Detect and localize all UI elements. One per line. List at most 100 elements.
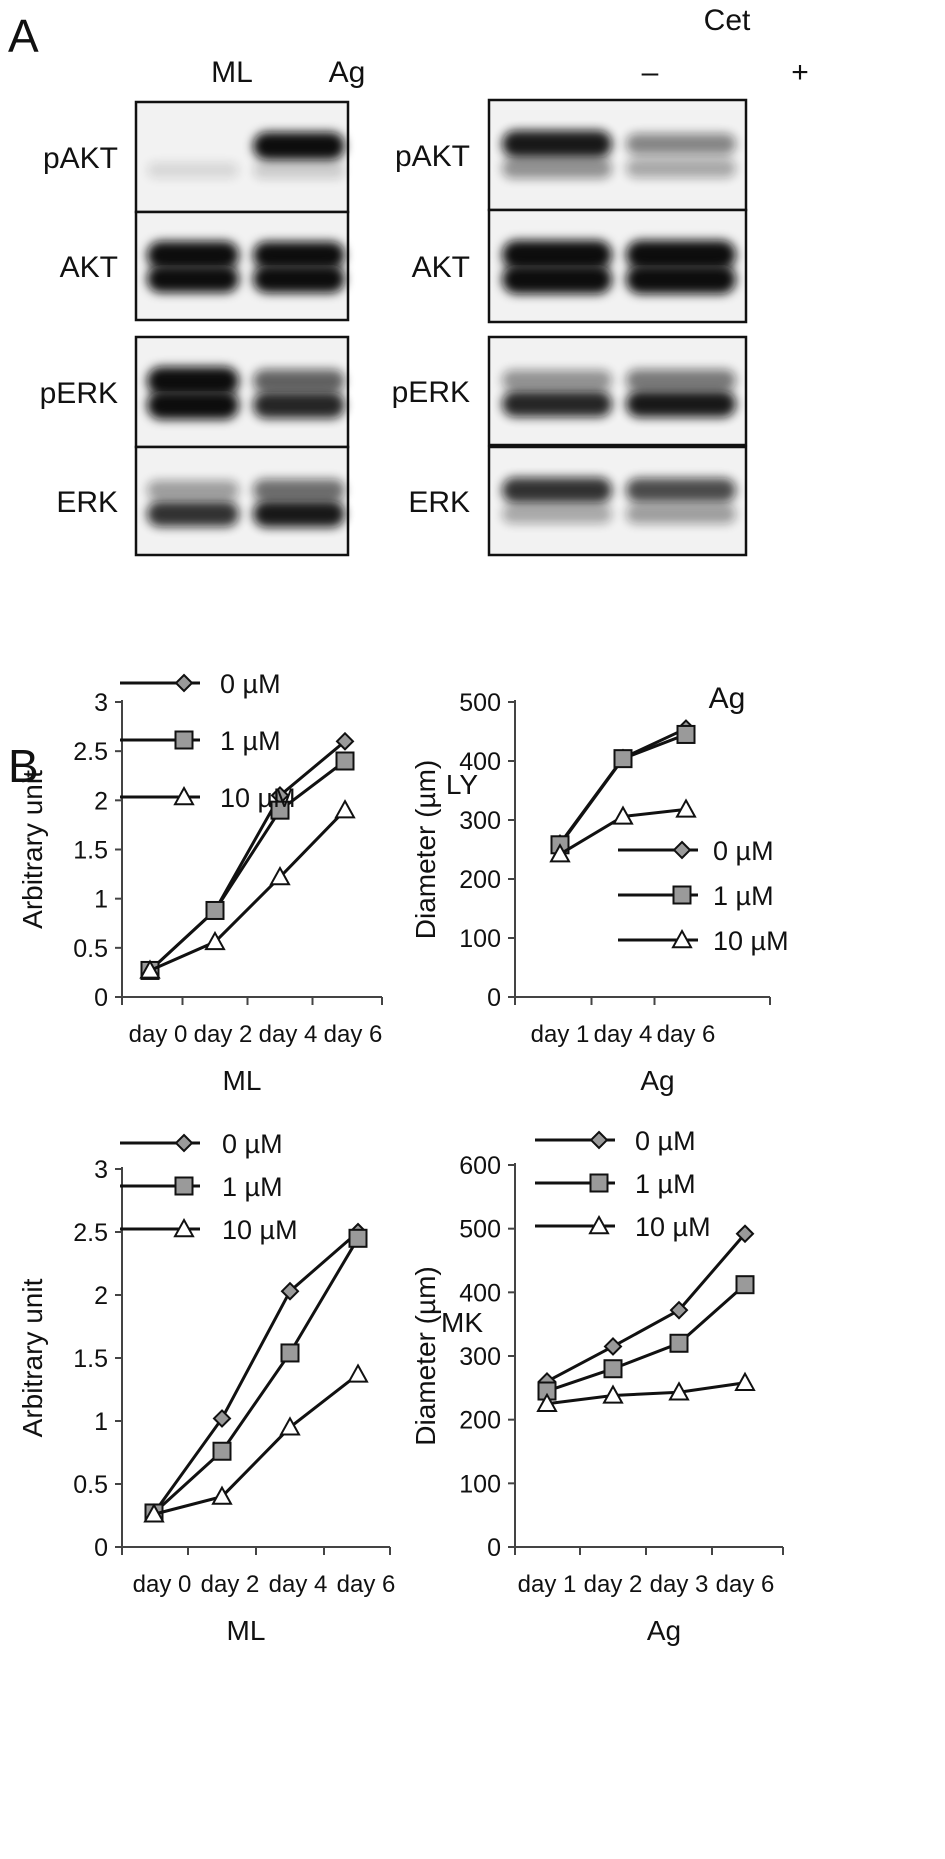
right-band xyxy=(626,478,736,503)
data-point-square xyxy=(270,800,290,820)
chart-ly-ml: 0 0.5 1 1.5 2 2.5 3 day 0 day 2 day 4 day 6 ML Arbit… xyxy=(17,669,383,1096)
right-band xyxy=(626,264,736,294)
data-point-diamond xyxy=(735,1224,755,1244)
legend-label: 1 µM xyxy=(220,726,281,756)
legend-marker-triangle xyxy=(173,785,195,806)
y-tick-label: 0 xyxy=(487,984,501,1012)
y-tick-label: 3 xyxy=(94,1156,108,1184)
data-point-triangle xyxy=(549,843,571,863)
legend-marker-square xyxy=(589,1173,609,1193)
data-point-triangle xyxy=(143,1503,165,1523)
y-tick-label: 400 xyxy=(459,1279,501,1307)
y-tick-label: 0 xyxy=(94,1534,108,1562)
left-western-blot: ML Ag pAKT AKT pERK ERK xyxy=(40,56,366,557)
legend-label: 0 µM xyxy=(220,669,281,699)
legend-marker-triangle xyxy=(671,928,693,949)
y-tick-label: 0.5 xyxy=(73,935,108,963)
y-tick-label: 0 xyxy=(94,984,108,1012)
data-point-square xyxy=(205,900,225,920)
legend-marker-diamond xyxy=(174,673,194,693)
right-band xyxy=(502,240,612,270)
series-diamond xyxy=(144,1222,368,1523)
x-tick-label: day 6 xyxy=(657,1021,716,1048)
chart-mk-ag: 0 100 200 300 400 500 600 day 1 day 2 day 3 day 6 A… xyxy=(410,1126,784,1646)
series-line xyxy=(546,1232,747,1383)
right-band xyxy=(626,158,736,178)
y-tick-label: 600 xyxy=(459,1152,501,1180)
y-tick-label: 0 xyxy=(487,1534,501,1562)
y-tick-label: 400 xyxy=(459,748,501,776)
data-point-triangle xyxy=(347,1363,369,1383)
right-row-pakt: pAKT xyxy=(395,98,748,212)
legend-label: 10 µM xyxy=(713,926,789,956)
data-point-triangle xyxy=(269,865,291,886)
right-band xyxy=(502,370,612,391)
series-line xyxy=(558,727,687,845)
y-tick-label: 100 xyxy=(459,1470,501,1498)
right-band xyxy=(502,504,612,524)
series-line xyxy=(153,1373,359,1516)
x-tick-label: day 6 xyxy=(337,1571,396,1598)
right-row-label: pERK xyxy=(392,376,470,409)
legend-label: 0 µM xyxy=(713,836,774,866)
row-label-ly: LY xyxy=(446,769,478,800)
left-band xyxy=(253,391,345,419)
series-line xyxy=(152,1230,359,1514)
chart-ly-ag: 0 100 200 300 400 500 day 1 day 4 day 6 Ag Diamete… xyxy=(410,689,789,1096)
right-band xyxy=(502,130,612,158)
x-tick-label: day 0 xyxy=(129,1021,188,1048)
legend-label: 1 µM xyxy=(222,1172,283,1202)
data-point-triangle xyxy=(334,799,356,819)
x-tick-label: day 4 xyxy=(259,1021,318,1048)
y-tick-label: 300 xyxy=(459,1343,501,1371)
y-tick-label: 1.5 xyxy=(73,837,108,865)
y-tick-label: 200 xyxy=(459,1407,501,1435)
data-point-square xyxy=(676,724,696,744)
left-row-label: pAKT xyxy=(43,142,118,175)
y-tick-label: 500 xyxy=(459,1216,501,1244)
left-band xyxy=(147,390,239,420)
legend-label: 0 µM xyxy=(222,1129,283,1159)
y-tick-label: 500 xyxy=(459,689,501,717)
data-point-triangle xyxy=(668,1381,690,1401)
series-triangle xyxy=(139,799,356,979)
series-diamond xyxy=(140,731,355,980)
legend-label: 1 µM xyxy=(713,881,774,911)
x-axis-label: Ag xyxy=(640,1065,674,1096)
data-point-square xyxy=(613,749,633,769)
y-axis-label: Arbitrary unit xyxy=(17,770,48,929)
right-blot-bottom-label: Ag xyxy=(709,682,746,715)
data-point-diamond xyxy=(335,731,355,751)
y-tick-label: 1.5 xyxy=(73,1345,108,1373)
legend-marker-triangle xyxy=(173,1217,195,1238)
legend-marker-square xyxy=(174,730,194,750)
left-band xyxy=(147,501,239,527)
x-axis-label: ML xyxy=(227,1615,266,1646)
right-row-akt: AKT xyxy=(412,208,748,324)
panel-b-letter: B xyxy=(8,740,39,792)
data-point-square xyxy=(735,1275,755,1295)
data-point-square xyxy=(335,751,355,771)
series-square xyxy=(144,1228,368,1523)
right-row-perk: pERK xyxy=(392,335,748,447)
series-line xyxy=(546,1381,746,1406)
y-tick-label: 1 xyxy=(94,1408,108,1436)
left-band xyxy=(253,132,345,160)
data-point-square xyxy=(669,1333,689,1353)
panel-a-letter: A xyxy=(8,10,39,62)
left-band xyxy=(147,265,239,293)
data-point-diamond xyxy=(669,1300,689,1320)
y-tick-label: 3 xyxy=(94,689,108,717)
data-point-triangle xyxy=(536,1392,558,1412)
data-point-triangle xyxy=(612,805,634,825)
y-tick-label: 2.5 xyxy=(73,738,108,766)
data-point-triangle xyxy=(204,930,226,951)
left-blot-box xyxy=(134,445,350,557)
legend-marker-square xyxy=(672,885,692,905)
left-blot-lane-ag: Ag xyxy=(329,56,366,89)
right-row-label: pAKT xyxy=(395,140,470,173)
y-axis-label: Diameter (µm) xyxy=(410,1266,441,1445)
right-band xyxy=(626,369,736,391)
data-point-triangle xyxy=(602,1384,624,1404)
series-line xyxy=(148,759,346,972)
